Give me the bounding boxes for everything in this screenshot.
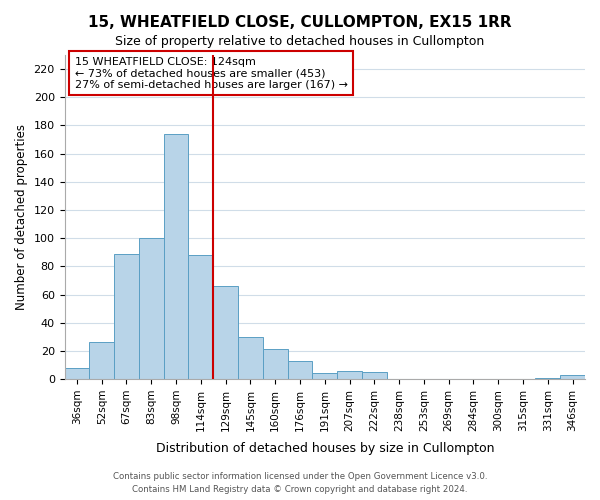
Bar — [560, 375, 585, 379]
Bar — [89, 342, 114, 379]
Bar — [164, 134, 188, 379]
Bar — [238, 337, 263, 379]
Bar — [65, 368, 89, 379]
Text: 15, WHEATFIELD CLOSE, CULLOMPTON, EX15 1RR: 15, WHEATFIELD CLOSE, CULLOMPTON, EX15 1… — [88, 15, 512, 30]
Bar — [263, 350, 287, 379]
Text: Contains HM Land Registry data © Crown copyright and database right 2024.: Contains HM Land Registry data © Crown c… — [132, 484, 468, 494]
X-axis label: Distribution of detached houses by size in Cullompton: Distribution of detached houses by size … — [155, 442, 494, 455]
Bar — [535, 378, 560, 379]
Bar — [114, 254, 139, 379]
Bar — [287, 360, 313, 379]
Bar — [139, 238, 164, 379]
Bar — [313, 374, 337, 379]
Bar — [188, 255, 213, 379]
Text: Size of property relative to detached houses in Cullompton: Size of property relative to detached ho… — [115, 35, 485, 48]
Bar — [213, 286, 238, 379]
Bar — [337, 370, 362, 379]
Text: Contains public sector information licensed under the Open Government Licence v3: Contains public sector information licen… — [113, 472, 487, 481]
Y-axis label: Number of detached properties: Number of detached properties — [15, 124, 28, 310]
Text: 15 WHEATFIELD CLOSE: 124sqm
← 73% of detached houses are smaller (453)
27% of se: 15 WHEATFIELD CLOSE: 124sqm ← 73% of det… — [75, 56, 348, 90]
Bar — [362, 372, 387, 379]
